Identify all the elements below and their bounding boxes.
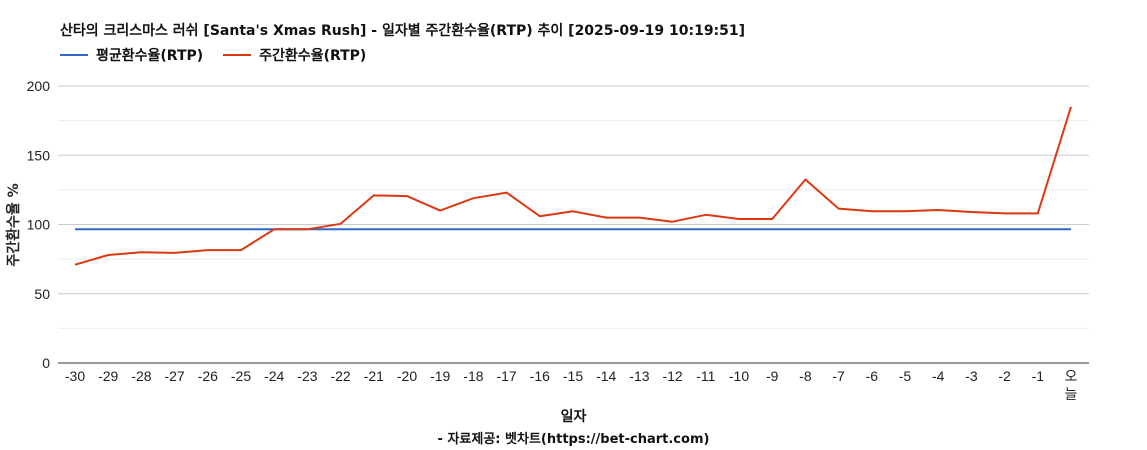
x-tick-label: -15	[563, 368, 583, 384]
legend-swatch-weekly	[223, 54, 252, 56]
y-tick-labels: 0 50 100 150 200	[27, 78, 51, 371]
source-credit: - 자료제공: 벳차트(https://bet-chart.com)	[437, 432, 710, 447]
x-tick-label: -8	[799, 368, 812, 384]
x-tick-label: -11	[696, 368, 715, 384]
x-tick-label: -29	[98, 368, 118, 384]
x-tick-label: -7	[832, 368, 845, 384]
x-tick-label: -1	[1032, 368, 1045, 384]
y-tick-label: 0	[42, 355, 50, 371]
x-tick-label: -13	[629, 368, 649, 384]
legend-item-weekly[interactable]: 주간환수율(RTP)	[223, 45, 366, 65]
x-tick-label: -27	[164, 368, 184, 384]
x-tick-label: -10	[729, 368, 749, 384]
x-axis-label: 일자	[560, 409, 587, 425]
x-tick-label: -6	[866, 368, 879, 384]
x-tick-label: -2	[998, 368, 1011, 384]
x-tick-label: -20	[397, 368, 417, 384]
x-tick-label: -24	[264, 368, 284, 384]
grid-lines	[58, 85, 1089, 364]
x-tick-label: -5	[899, 368, 912, 384]
legend-item-average[interactable]: 평균환수율(RTP)	[60, 45, 203, 65]
x-tick-label: -16	[530, 368, 550, 384]
x-tick-label: -19	[430, 368, 450, 384]
x-tick-label: -17	[496, 368, 516, 384]
y-tick-label: 50	[34, 286, 50, 302]
x-tick-label: -12	[662, 368, 682, 384]
x-tick-label: -9	[766, 368, 779, 384]
x-tick-label: -21	[364, 368, 384, 384]
x-tick-label: -3	[965, 368, 978, 384]
x-tick-label: -25	[231, 368, 251, 384]
x-tick-label: -4	[932, 368, 945, 384]
legend-swatch-average	[60, 54, 88, 56]
legend-label-weekly: 주간환수율(RTP)	[259, 48, 367, 64]
x-tick-label: -28	[131, 368, 151, 384]
x-tick-label: -30	[65, 368, 85, 384]
x-tick-label: -14	[596, 368, 616, 384]
x-tick-label: -26	[198, 368, 218, 384]
y-axis-label: 주간환수율 %	[5, 183, 22, 266]
x-tick-label: -22	[330, 368, 350, 384]
chart-title: 산타의 크리스마스 러쉬 [Santa's Xmas Rush] - 일자별 주…	[60, 23, 746, 39]
x-tick-labels: -30 -29 -28 -27 -26 -25 -24 -23 -22 -21 -20 -19 -18-…	[65, 368, 1078, 402]
x-tick-label: -18	[463, 368, 483, 384]
series-lines	[74, 106, 1072, 266]
y-tick-label: 200	[27, 78, 51, 94]
legend: 평균환수율(RTP) 주간환수율(RTP)	[60, 45, 366, 65]
series-line-weekly[interactable]	[74, 106, 1072, 266]
y-tick-label: 100	[27, 217, 51, 233]
x-tick-label: -23	[297, 368, 317, 384]
legend-label-average: 평균환수율(RTP)	[96, 48, 204, 64]
y-tick-label: 150	[27, 147, 51, 163]
